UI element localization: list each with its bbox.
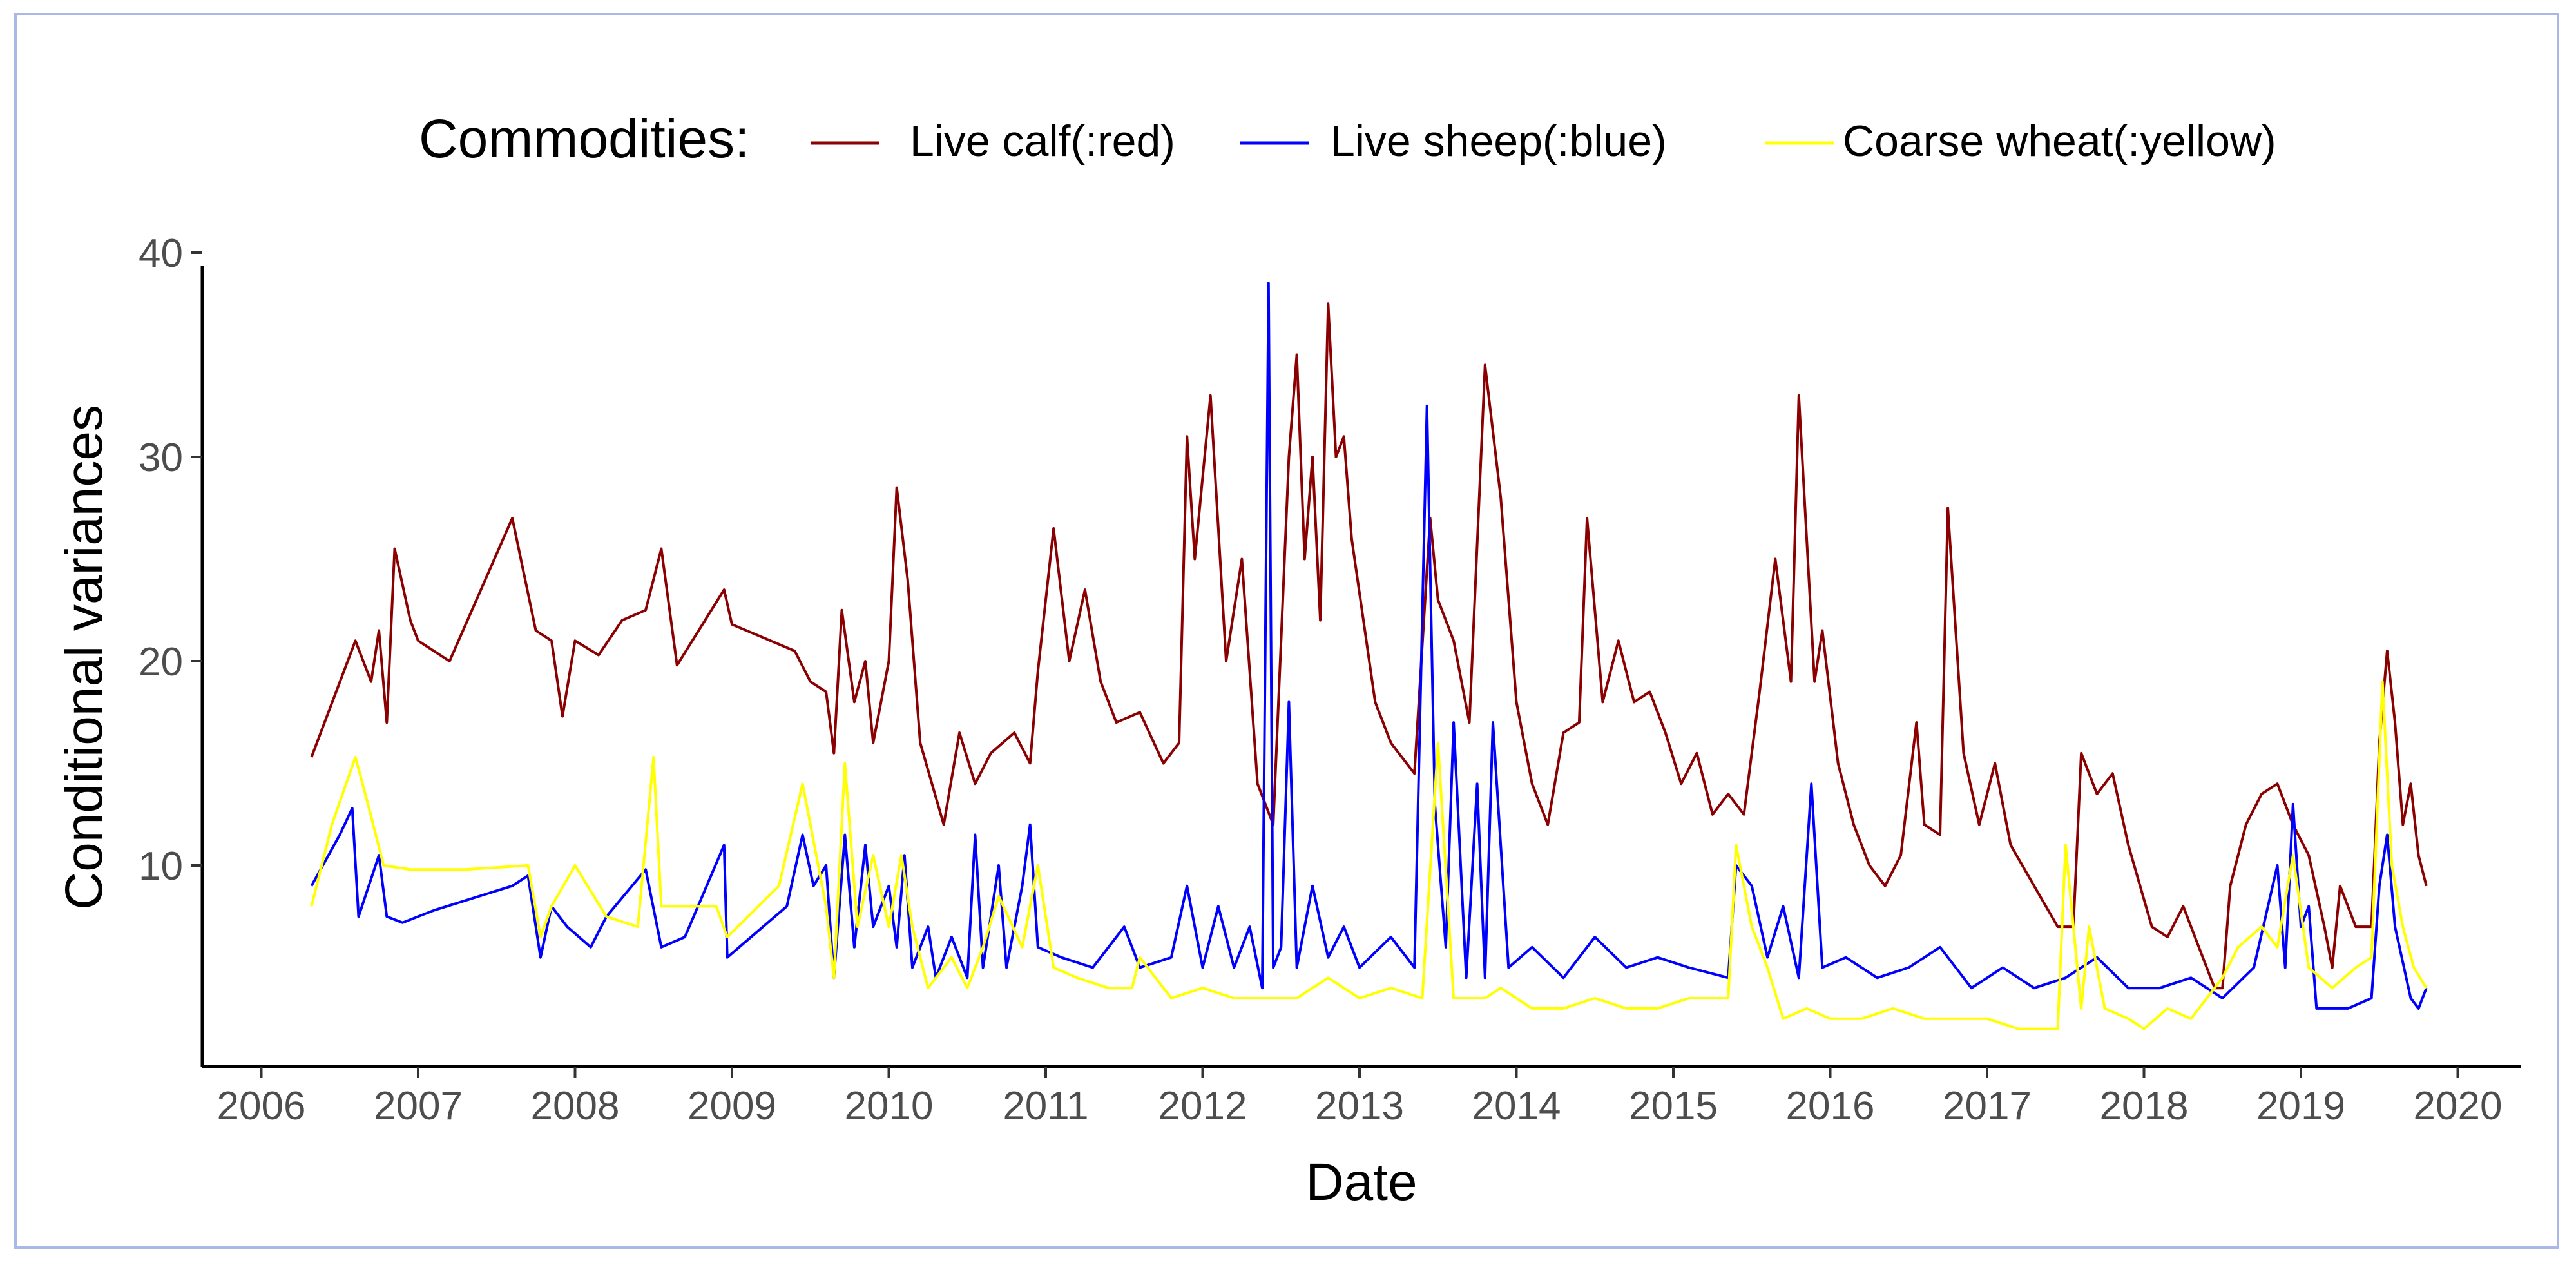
legend-label-live-sheep: Live sheep(:blue) bbox=[1331, 117, 1667, 166]
x-tick-label: 2017 bbox=[1943, 1084, 2032, 1128]
legend: Commodities: Live calf(:red) Live sheep(… bbox=[419, 108, 2276, 169]
x-tick-label: 2012 bbox=[1158, 1084, 1247, 1128]
x-tick-label: 2007 bbox=[374, 1084, 463, 1128]
legend-label-live-calf: Live calf(:red) bbox=[910, 117, 1175, 166]
y-tick-label: 30 bbox=[139, 436, 183, 480]
y-tick-label: 20 bbox=[139, 640, 183, 684]
y-axis-ticks: 10 20 30 40 bbox=[139, 231, 202, 889]
chart-frame bbox=[14, 13, 2559, 1249]
x-axis-ticks: 2006 2007 2008 2009 2010 2011 2012 2013 2014 2015… bbox=[217, 1067, 2503, 1128]
x-tick-label: 2020 bbox=[2414, 1084, 2503, 1128]
x-tick-label: 2018 bbox=[2100, 1084, 2189, 1128]
series-layer bbox=[310, 282, 2428, 1030]
series-live-calf bbox=[310, 302, 2428, 990]
x-tick-label: 2013 bbox=[1315, 1084, 1404, 1128]
x-tick-label: 2011 bbox=[1003, 1084, 1088, 1128]
x-tick-label: 2015 bbox=[1629, 1084, 1718, 1128]
y-tick-label: 40 bbox=[139, 231, 183, 276]
x-tick-label: 2019 bbox=[2256, 1084, 2345, 1128]
series-coarse-wheat bbox=[310, 680, 2428, 1030]
x-tick-label: 2016 bbox=[1786, 1084, 1875, 1128]
x-tick-label: 2008 bbox=[531, 1084, 620, 1128]
x-tick-label: 2010 bbox=[845, 1084, 934, 1128]
y-tick-label: 10 bbox=[139, 844, 183, 889]
x-axis-title: Date bbox=[1305, 1153, 1417, 1212]
x-tick-label: 2014 bbox=[1472, 1084, 1561, 1128]
legend-label-coarse-wheat: Coarse wheat(:yellow) bbox=[1843, 117, 2276, 166]
legend-title: Commodities: bbox=[419, 108, 749, 169]
series-live-sheep bbox=[310, 282, 2428, 1010]
y-axis-title: Conditional variances bbox=[55, 405, 113, 910]
x-tick-label: 2006 bbox=[217, 1084, 306, 1128]
x-tick-label: 2009 bbox=[687, 1084, 776, 1128]
